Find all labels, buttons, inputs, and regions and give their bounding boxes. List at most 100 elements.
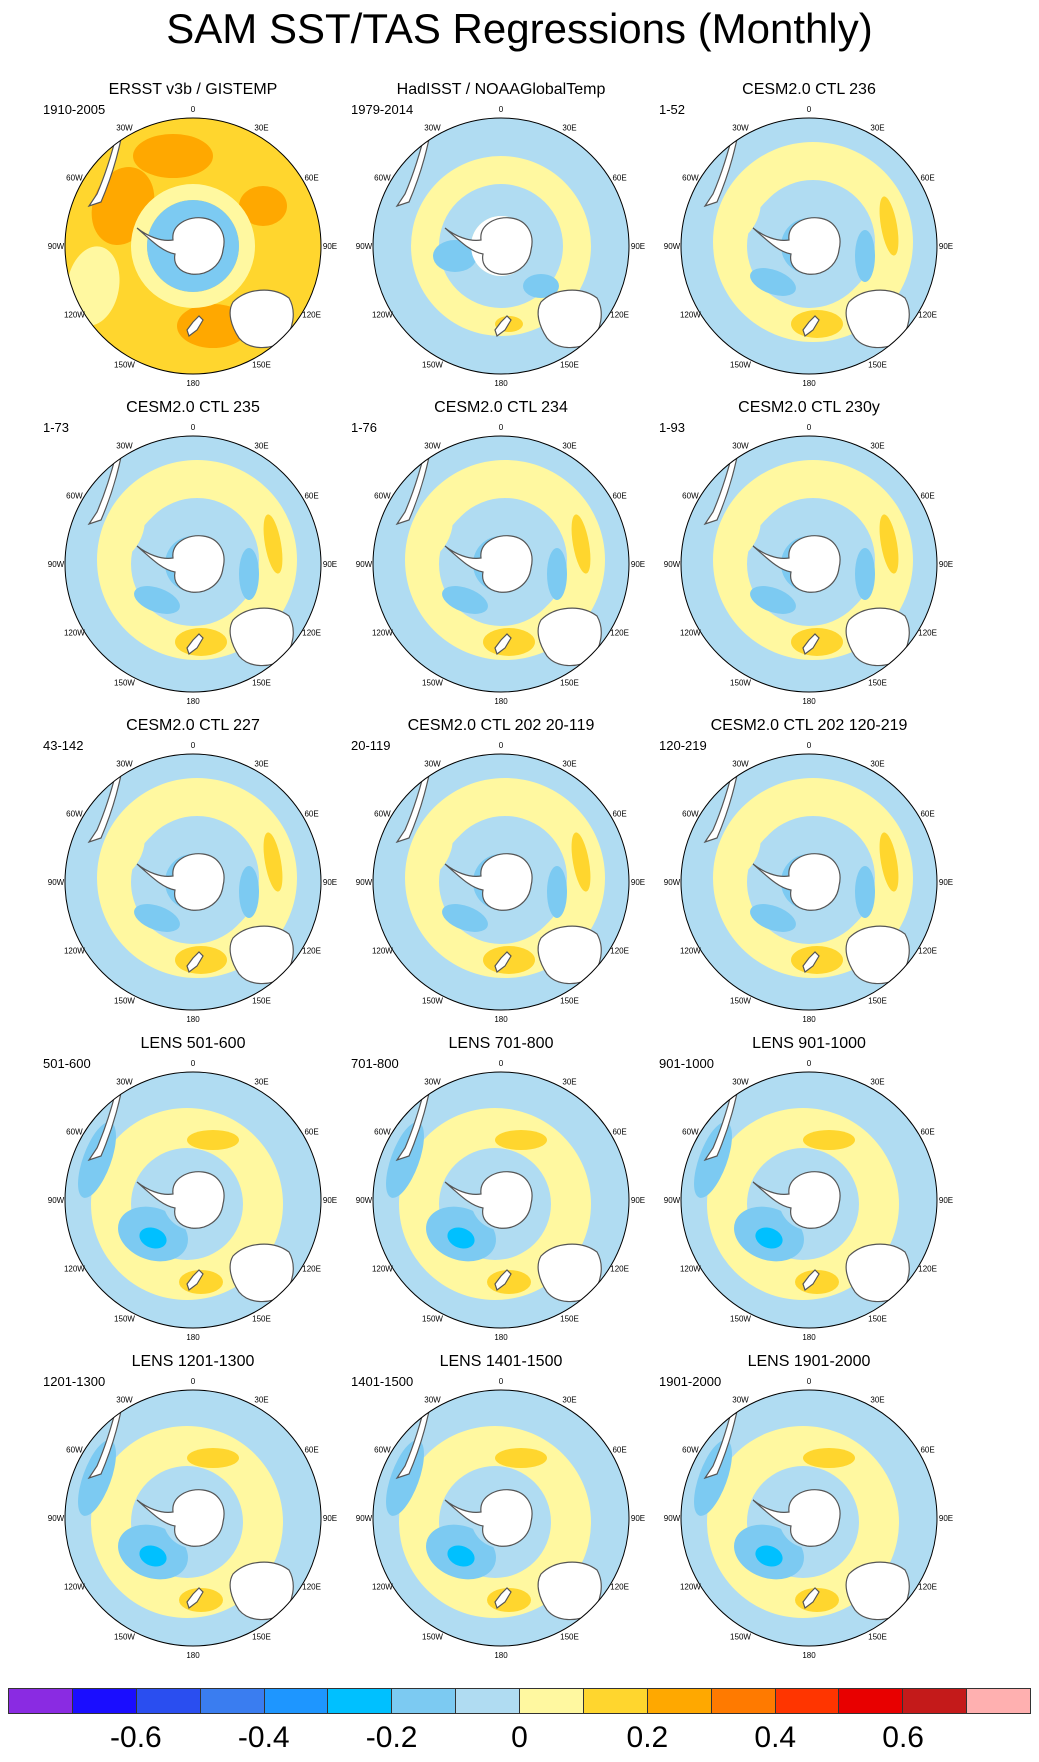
antarctica-landmass [752, 535, 841, 593]
longitude-label: 30W [732, 123, 749, 132]
longitude-label: 30W [732, 759, 749, 768]
longitude-label: 120E [610, 1265, 629, 1274]
longitude-label: 30E [254, 1077, 268, 1086]
longitude-label: 60E [920, 492, 934, 501]
longitude-label: 150W [114, 1315, 135, 1324]
longitude-label: 90W [664, 878, 681, 887]
colorbar [8, 1688, 1031, 1716]
longitude-label: 30W [732, 1077, 749, 1086]
longitude-label: 30E [870, 1395, 884, 1404]
longitude-label: 150E [560, 1315, 579, 1324]
longitude-label: 60E [612, 492, 626, 501]
longitude-label: 90E [631, 878, 645, 887]
new-zealand-landmass [802, 315, 820, 337]
longitude-label: 90E [631, 242, 645, 251]
longitude-label: 150E [868, 1315, 887, 1324]
map-border [64, 117, 322, 375]
longitude-label: 0 [807, 105, 812, 114]
longitude-label: 150W [422, 679, 443, 688]
longitude-label: 60E [612, 174, 626, 183]
antarctica-landmass [444, 1171, 533, 1229]
new-zealand-landmass [494, 315, 512, 337]
longitude-label: 150W [114, 361, 135, 370]
longitude-label: 0 [499, 741, 504, 750]
australia-landmass [229, 289, 294, 349]
longitude-label: 180 [186, 1015, 200, 1024]
longitude-label: 60E [612, 1128, 626, 1137]
longitude-label: 60E [304, 492, 318, 501]
contour-fill [681, 1072, 937, 1328]
longitude-label: 180 [494, 1651, 508, 1660]
colorbar-cell [966, 1688, 1031, 1714]
new-zealand-landmass [494, 951, 512, 973]
map-border [372, 117, 630, 375]
longitude-label: 90W [664, 560, 681, 569]
map-panel: CESM2.0 CTL 202 20-119 20-119 0 30E 60E 90E 12… [341, 716, 661, 1034]
longitude-label: 180 [186, 1333, 200, 1342]
panel-title: HadISST / NOAAGlobalTemp [396, 81, 606, 98]
panel-title: ERSST v3b / GISTEMP [108, 81, 278, 98]
contour-fill [373, 1390, 629, 1646]
longitude-label: 150W [422, 361, 443, 370]
longitude-label: 150E [868, 679, 887, 688]
panel-period: 1201-1300 [43, 1374, 106, 1389]
map-panel: ERSST v3b / GISTEMP 1910-2005 0 30E 60E 90E 12… [33, 80, 353, 398]
longitude-label: 0 [807, 423, 812, 432]
contour-fill [65, 436, 321, 692]
map-panel: CESM2.0 CTL 227 43-142 0 30E 60E 90E 120E 150E 1… [33, 716, 353, 1034]
longitude-label: 180 [186, 1651, 200, 1660]
map-border [64, 1389, 322, 1647]
colorbar-tick: -0.2 [365, 1721, 418, 1754]
longitude-label: 0 [499, 1059, 504, 1068]
longitude-label: 30W [116, 123, 133, 132]
colorbar-cell [902, 1688, 967, 1714]
longitude-label: 120W [680, 1583, 701, 1592]
longitude-label: 90E [939, 1514, 953, 1523]
longitude-label: 30W [116, 759, 133, 768]
colorbar-tick: 0.2 [626, 1721, 669, 1754]
map-panel: LENS 1901-2000 1901-2000 0 30E 60E 90E 120E 150… [649, 1352, 969, 1670]
map-panel: LENS 501-600 501-600 0 30E 60E 90E 120E 150E 180… [33, 1034, 353, 1352]
polar-map: 0 30E 60E 90E 120E 150E 180 150W 120W 90W 60W 30W [356, 1377, 645, 1660]
colorbar-cell [519, 1688, 583, 1714]
longitude-label: 30W [116, 441, 133, 450]
panel-period: 43-142 [43, 738, 84, 753]
longitude-label: 60W [66, 1128, 83, 1137]
new-zealand-landmass [494, 633, 512, 655]
colorbar-cell [391, 1688, 456, 1714]
map-border [64, 1071, 322, 1329]
new-zealand-landmass [186, 1269, 204, 1291]
longitude-label: 150W [114, 997, 135, 1006]
longitude-label: 120E [302, 629, 321, 638]
longitude-label: 60W [682, 1128, 699, 1137]
longitude-label: 150W [422, 1315, 443, 1324]
longitude-label: 120W [372, 1583, 393, 1592]
longitude-label: 90W [48, 878, 65, 887]
antarctica-landmass [752, 217, 841, 275]
longitude-label: 30E [254, 1395, 268, 1404]
longitude-label: 120E [918, 947, 937, 956]
polar-map: 0 30E 60E 90E 120E 150E 180 150W 120W 90W 60W 30W [356, 741, 645, 1024]
antarctica-landmass [752, 853, 841, 911]
panel-period: 701-800 [351, 1056, 399, 1071]
panel-title: CESM2.0 CTL 202 120-219 [710, 717, 908, 734]
new-zealand-landmass [186, 633, 204, 655]
colorbar-tick: -0.4 [237, 1721, 290, 1754]
longitude-label: 150W [114, 1633, 135, 1642]
map-panel: CESM2.0 CTL 236 1-52 0 30E 60E 90E 120E 150E 180… [649, 80, 969, 398]
longitude-label: 180 [494, 697, 508, 706]
contour-fill [373, 436, 629, 692]
contour-fill [65, 754, 321, 1010]
longitude-label: 120E [610, 1583, 629, 1592]
longitude-label: 90E [323, 878, 337, 887]
longitude-label: 180 [186, 697, 200, 706]
longitude-label: 60E [304, 810, 318, 819]
longitude-label: 90W [48, 1196, 65, 1205]
longitude-label: 120W [64, 947, 85, 956]
panel-title: LENS 501-600 [140, 1035, 246, 1052]
panel-title: CESM2.0 CTL 235 [126, 399, 260, 416]
longitude-label: 120E [302, 1583, 321, 1592]
panel-title: LENS 1901-2000 [747, 1353, 871, 1370]
australia-landmass [845, 607, 910, 667]
australia-landmass [229, 925, 294, 985]
